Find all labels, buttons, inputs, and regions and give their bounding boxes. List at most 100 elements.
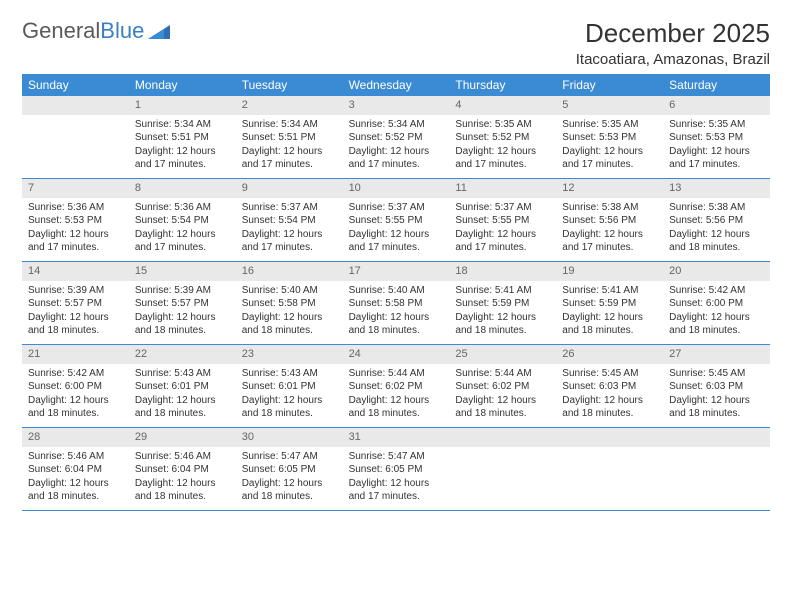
day-sunset: Sunset: 6:01 PM — [242, 380, 337, 394]
day-daylight: Daylight: 12 hours and 18 minutes. — [135, 477, 230, 504]
day-number: 1 — [129, 96, 236, 115]
day-cell: 3Sunrise: 5:34 AMSunset: 5:52 PMDaylight… — [343, 96, 450, 178]
day-content: Sunrise: 5:45 AMSunset: 6:03 PMDaylight:… — [562, 367, 657, 421]
day-cell: 13Sunrise: 5:38 AMSunset: 5:56 PMDayligh… — [663, 179, 770, 261]
day-sunrise: Sunrise: 5:40 AM — [242, 284, 337, 298]
day-sunrise: Sunrise: 5:42 AM — [669, 284, 764, 298]
day-sunset: Sunset: 5:57 PM — [28, 297, 123, 311]
day-daylight: Daylight: 12 hours and 18 minutes. — [242, 477, 337, 504]
day-cell: 1 Sunrise: 5:34 AMSunset: 5:51 PMDaylight… — [129, 96, 236, 178]
calendar-body: 1Sunrise: 5:34 AMSunset: 5:51 PMDaylight… — [22, 96, 770, 511]
day-number: 14 — [22, 262, 129, 281]
day-content: Sunrise: 5:40 AMSunset: 5:58 PMDaylight:… — [349, 284, 444, 338]
logo-triangle-icon — [148, 23, 170, 39]
day-sunrise: Sunrise: 5:47 AM — [242, 450, 337, 464]
logo: GeneralBlue — [22, 18, 170, 44]
day-sunrise: Sunrise: 5:43 AM — [242, 367, 337, 381]
day-number: 21 — [22, 345, 129, 364]
day-content: Sunrise: 5:40 AMSunset: 5:58 PMDaylight:… — [242, 284, 337, 338]
day-number: 9 — [236, 179, 343, 198]
day-sunrise: Sunrise: 5:44 AM — [349, 367, 444, 381]
day-cell: 11Sunrise: 5:37 AMSunset: 5:55 PMDayligh… — [449, 179, 556, 261]
day-number: 10 — [343, 179, 450, 198]
day-cell: 27Sunrise: 5:45 AMSunset: 6:03 PMDayligh… — [663, 345, 770, 427]
day-daylight: Daylight: 12 hours and 17 minutes. — [455, 228, 550, 255]
day-sunrise: Sunrise: 5:35 AM — [669, 118, 764, 132]
day-number — [556, 428, 663, 447]
day-sunrise: Sunrise: 5:34 AM — [349, 118, 444, 132]
day-cell: 5Sunrise: 5:35 AMSunset: 5:53 PMDaylight… — [556, 96, 663, 178]
day-cell — [556, 428, 663, 510]
day-content: Sunrise: 5:44 AMSunset: 6:02 PMDaylight:… — [455, 367, 550, 421]
day-cell: 9Sunrise: 5:37 AMSunset: 5:54 PMDaylight… — [236, 179, 343, 261]
day-content: Sunrise: 5:41 AMSunset: 5:59 PMDaylight:… — [455, 284, 550, 338]
day-daylight: Daylight: 12 hours and 18 minutes. — [28, 477, 123, 504]
day-sunset: Sunset: 5:57 PM — [135, 297, 230, 311]
day-sunset: Sunset: 5:56 PM — [669, 214, 764, 228]
day-number: 30 — [236, 428, 343, 447]
day-sunrise: Sunrise: 5:41 AM — [455, 284, 550, 298]
day-cell: 15Sunrise: 5:39 AMSunset: 5:57 PMDayligh… — [129, 262, 236, 344]
day-sunrise: Sunrise: 5:45 AM — [669, 367, 764, 381]
day-daylight: Daylight: 12 hours and 18 minutes. — [242, 394, 337, 421]
day-sunrise: Sunrise: 5:34 AM — [135, 118, 230, 132]
day-sunrise: Sunrise: 5:38 AM — [669, 201, 764, 215]
day-cell — [449, 428, 556, 510]
day-number: 24 — [343, 345, 450, 364]
day-number: 2 — [236, 96, 343, 115]
day-sunset: Sunset: 5:51 PM — [242, 131, 337, 145]
day-content: Sunrise: 5:46 AMSunset: 6:04 PMDaylight:… — [135, 450, 230, 504]
day-sunset: Sunset: 5:58 PM — [242, 297, 337, 311]
day-daylight: Daylight: 12 hours and 17 minutes. — [349, 145, 444, 172]
day-content: Sunrise: 5:45 AMSunset: 6:03 PMDaylight:… — [669, 367, 764, 421]
weekday-header: Friday — [556, 74, 663, 96]
day-content: Sunrise: 5:47 AMSunset: 6:05 PMDaylight:… — [349, 450, 444, 504]
day-sunrise: Sunrise: 5:40 AM — [349, 284, 444, 298]
day-daylight: Daylight: 12 hours and 17 minutes. — [562, 145, 657, 172]
day-cell — [22, 96, 129, 178]
day-content: Sunrise: 5:41 AMSunset: 5:59 PMDaylight:… — [562, 284, 657, 338]
day-sunset: Sunset: 5:52 PM — [455, 131, 550, 145]
day-content: Sunrise: 5:43 AMSunset: 6:01 PMDaylight:… — [135, 367, 230, 421]
day-sunrise: Sunrise: 5:37 AM — [349, 201, 444, 215]
day-daylight: Daylight: 12 hours and 17 minutes. — [135, 145, 230, 172]
day-sunrise: Sunrise: 5:47 AM — [349, 450, 444, 464]
day-number: 8 — [129, 179, 236, 198]
day-sunset: Sunset: 6:05 PM — [242, 463, 337, 477]
day-daylight: Daylight: 12 hours and 18 minutes. — [135, 311, 230, 338]
day-sunrise: Sunrise: 5:46 AM — [135, 450, 230, 464]
day-number: 26 — [556, 345, 663, 364]
calendar-week-row: 1Sunrise: 5:34 AMSunset: 5:51 PMDaylight… — [22, 96, 770, 179]
day-daylight: Daylight: 12 hours and 17 minutes. — [242, 145, 337, 172]
day-daylight: Daylight: 12 hours and 18 minutes. — [562, 311, 657, 338]
day-sunset: Sunset: 6:03 PM — [669, 380, 764, 394]
day-sunset: Sunset: 6:02 PM — [349, 380, 444, 394]
day-number: 31 — [343, 428, 450, 447]
day-sunset: Sunset: 5:51 PM — [135, 131, 230, 145]
day-sunset: Sunset: 5:55 PM — [349, 214, 444, 228]
day-daylight: Daylight: 12 hours and 18 minutes. — [669, 311, 764, 338]
day-number — [22, 96, 129, 115]
day-sunrise: Sunrise: 5:37 AM — [242, 201, 337, 215]
day-sunset: Sunset: 5:53 PM — [28, 214, 123, 228]
day-cell: 31 Sunrise: 5:47 AMSunset: 6:05 PMDayligh… — [343, 428, 450, 510]
day-daylight: Daylight: 12 hours and 17 minutes. — [349, 228, 444, 255]
weekday-header: Thursday — [449, 74, 556, 96]
calendar-week-row: 21Sunrise: 5:42 AMSunset: 6:00 PMDayligh… — [22, 345, 770, 428]
calendar-week-row: 28 Sunrise: 5:46 AMSunset: 6:04 PMDayligh… — [22, 428, 770, 511]
weekday-header: Tuesday — [236, 74, 343, 96]
day-content: Sunrise: 5:38 AMSunset: 5:56 PMDaylight:… — [562, 201, 657, 255]
day-number: 28 — [22, 428, 129, 447]
day-number — [663, 428, 770, 447]
day-cell: 2Sunrise: 5:34 AMSunset: 5:51 PMDaylight… — [236, 96, 343, 178]
day-number: 19 — [556, 262, 663, 281]
day-sunrise: Sunrise: 5:38 AM — [562, 201, 657, 215]
month-title: December 2025 — [576, 18, 770, 49]
day-number: 13 — [663, 179, 770, 198]
calendar-week-row: 7Sunrise: 5:36 AMSunset: 5:53 PMDaylight… — [22, 179, 770, 262]
day-sunset: Sunset: 5:53 PM — [562, 131, 657, 145]
day-sunset: Sunset: 5:58 PM — [349, 297, 444, 311]
day-sunrise: Sunrise: 5:35 AM — [455, 118, 550, 132]
day-content: Sunrise: 5:39 AMSunset: 5:57 PMDaylight:… — [135, 284, 230, 338]
day-sunrise: Sunrise: 5:36 AM — [28, 201, 123, 215]
